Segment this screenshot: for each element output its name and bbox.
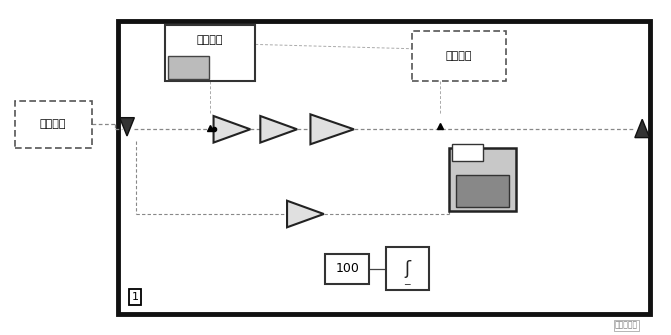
Bar	[386, 247, 429, 290]
Bar	[413, 31, 506, 81]
Text: 助手工程师: 助手工程师	[615, 321, 637, 330]
Polygon shape	[260, 116, 297, 143]
Polygon shape	[213, 116, 250, 143]
Bar	[15, 101, 92, 147]
Polygon shape	[311, 114, 354, 144]
Bar	[118, 21, 650, 314]
Bar	[325, 254, 369, 284]
Polygon shape	[635, 119, 650, 138]
Text: 信号选择: 信号选择	[40, 119, 66, 129]
Text: 1: 1	[132, 292, 138, 302]
Text: 信号选择: 信号选择	[446, 51, 472, 61]
Bar	[456, 175, 509, 207]
Bar	[168, 56, 209, 79]
Polygon shape	[287, 201, 324, 227]
Bar	[449, 147, 516, 211]
Text: 信号选择: 信号选择	[197, 36, 223, 46]
Bar	[452, 144, 482, 161]
Polygon shape	[119, 118, 134, 136]
Text: ʃ: ʃ	[405, 260, 411, 278]
Bar	[165, 25, 255, 81]
Text: 100: 100	[336, 262, 359, 275]
Text: _: _	[405, 275, 410, 285]
